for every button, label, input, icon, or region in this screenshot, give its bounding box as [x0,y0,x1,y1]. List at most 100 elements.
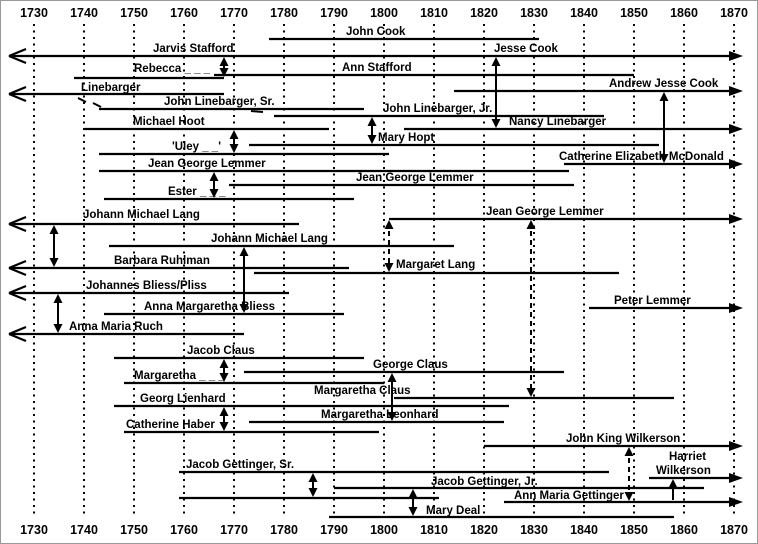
continues-before-arrow-linebarger [8,85,27,96]
continues-before-arrow-barbara-ruhlman [8,266,27,277]
axis-tick-top-1770: 1770 [220,6,248,20]
axis-tick-top-1840: 1840 [570,6,598,20]
continues-after-arrow-jesse-cook [729,51,743,61]
connector-johann-michael-lang-2--anna-margaretha-bliess-arrowhead-down [239,304,249,313]
person-label-barbara-ruhlman: Barbara Ruhlman [114,255,210,267]
person-label-jean-george-lemmer-2: Jean George Lemmer [356,172,474,184]
person-label-johannes-bliess-pliss: Johannes Bliess/Pliss [86,280,207,292]
axis-tick-bottom-1840: 1840 [570,523,598,537]
continues-after-arrow-nancy-linebarger [729,124,743,134]
connector-michael-hoot--uley-arrowhead-up [229,130,239,139]
person-label-linebarger: Linebarger [81,82,141,94]
person-label-georg-lienhard: Georg Lienhard [140,393,226,405]
connector-jesse-cook--nancy-linebarger-arrowhead-up [491,57,501,66]
axis-tick-bottom-1800: 1800 [370,523,398,537]
connector-jacob-claus--margaretha-arrowhead-up [219,359,229,368]
person-label-jacob-claus: Jacob Claus [187,345,255,357]
person-label-margaret-lang: Margaret Lang [396,259,475,271]
connector-georg-lienhard--catherine-haber-arrowhead-up [219,407,229,416]
continues-before-arrow-johann-michael-lang-1 [8,222,27,233]
connector-johannes-bliess-pliss--anna-maria-ruch-arrowhead-down [53,324,63,333]
connector-jacob-gettinger-sr--unnamed-spouse-gettinger-arrowhead-down [308,488,318,497]
connector-jean-george-lemmer-3--margaretha-claus-arrowhead-down [526,388,536,397]
continues-before-arrow-anna-maria-ruch [8,332,27,343]
person-label-margaretha-leonhard: Margaretha Leonhard [321,409,439,421]
person-label-uley: 'Uley _ _' [172,141,221,153]
person-label-jesse-cook: Jesse Cook [494,43,559,55]
connector-john-linebarger-jr--mary-hopt-arrowhead-down [367,135,377,144]
continues-after-arrow-jean-george-lemmer-3 [729,214,743,224]
connector-jarvis-stafford--rebecca-arrowhead-down [219,68,229,77]
person-label-jean-george-lemmer-1: Jean George Lemmer [148,158,266,170]
person-label-peter-lemmer: Peter Lemmer [614,295,691,307]
person-label-anna-maria-ruch: Anna Maria Ruch [69,321,163,333]
connector-jacob-gettinger-jr--mary-deal-arrowhead-up [408,489,418,498]
connector-michael-hoot--uley-arrowhead-down [229,144,239,153]
connector-jesse-cook--nancy-linebarger-arrowhead-down [491,119,501,128]
continues-before-arrow-johann-michael-lang-1 [8,215,27,226]
axis-tick-bottom-1730: 1730 [20,523,48,537]
connector-jean-george-lemmer-1--ester-arrowhead-up [209,172,219,181]
continues-before-arrow-johannes-bliess-pliss [8,291,27,302]
person-label-ann-maria-gettinger: Ann Maria Gettinger [514,490,624,502]
uncertain-dash-mark-2 [250,110,264,113]
axis-tick-top-1810: 1810 [420,6,448,20]
person-label-rebecca: Rebecca _ _ _ [134,63,211,75]
axis-tick-top-1790: 1790 [320,6,348,20]
uncertain-dash-mark-0 [77,97,87,103]
connector-jean-george-lemmer-3--margaret-lang-arrowhead-up [384,220,394,229]
person-label-ann-stafford: Ann Stafford [342,62,412,74]
connector-jean-george-lemmer-3--margaret-lang-arrowhead-down [384,263,394,272]
axis-tick-top-1870: 1870 [720,6,748,20]
continues-before-arrow-anna-maria-ruch [8,325,27,336]
person-label-john-linebarger-jr: John Linebarger, Jr. [383,103,492,115]
axis-tick-top-1730: 1730 [20,6,48,20]
axis-tick-bottom-1750: 1750 [120,523,148,537]
axis-tick-bottom-1820: 1820 [470,523,498,537]
person-label-jacob-gettinger-jr: Jacob Gettinger, Jr. [431,476,538,488]
person-label-anna-margaretha-bliess: Anna Margaretha Bliess [144,301,275,313]
person-label-catherine-haber: Catherine Haber [126,419,215,431]
continues-before-arrow-jarvis-stafford [8,54,27,65]
continues-after-arrow-harriet-wilkerson [729,473,743,483]
connector-george-claus--margaretha-leonhard-arrowhead-up [387,373,397,382]
axis-tick-top-1740: 1740 [70,6,98,20]
continues-after-arrow-ann-maria-gettinger [729,497,743,507]
axis-tick-bottom-1870: 1870 [720,523,748,537]
person-label-jean-george-lemmer-3: Jean George Lemmer [486,206,604,218]
person-label-johann-michael-lang-2: Johann Michael Lang [211,233,328,245]
axis-tick-bottom-1860: 1860 [670,523,698,537]
person-label-harriet-wilkerson-2: Wilkerson [656,465,711,477]
uncertain-dash-mark-1 [92,102,102,108]
person-label-jacob-gettinger-sr: Jacob Gettinger, Sr. [186,459,294,471]
person-label-mary-hopt: Mary Hopt [378,132,434,144]
continues-after-arrow-andrew-jesse-cook [729,86,743,96]
person-label-johann-michael-lang-1: Johann Michael Lang [83,209,200,221]
axis-tick-top-1830: 1830 [520,6,548,20]
person-label-george-claus: George Claus [373,359,448,371]
connector-johann-michael-lang-1--barbara-ruhlman-arrowhead-up [49,225,59,234]
connector-jean-george-lemmer-1--ester-arrowhead-down [209,189,219,198]
person-label-john-linebarger-sr: John Linebarger, Sr. [164,96,275,108]
axis-tick-bottom-1760: 1760 [170,523,198,537]
connector-jacob-claus--margaretha-arrowhead-down [219,373,229,382]
axis-tick-top-1800: 1800 [370,6,398,20]
connector-george-claus--margaretha-leonhard-arrowhead-down [387,412,397,421]
person-label-jarvis-stafford: Jarvis Stafford [153,43,234,55]
axis-tick-top-1820: 1820 [470,6,498,20]
connector-john-linebarger-jr--mary-hopt-arrowhead-up [367,117,377,126]
connector-georg-lienhard--catherine-haber-arrowhead-down [219,422,229,431]
connector-jacob-gettinger-sr--unnamed-spouse-gettinger-arrowhead-up [308,473,318,482]
connector-johann-michael-lang-2--anna-margaretha-bliess-arrowhead-up [239,247,249,256]
axis-tick-bottom-1770: 1770 [220,523,248,537]
person-label-margaretha: Margaretha _ _ _ [134,370,225,382]
connector-johann-michael-lang-1--barbara-ruhlman-arrowhead-down [49,258,59,267]
connector-johannes-bliess-pliss--anna-maria-ruch-arrowhead-up [53,294,63,303]
continues-before-arrow-jarvis-stafford [8,47,27,58]
connector-andrew-jesse-cook--catherine-elizabeth-mcdonald-arrowhead-up [659,92,669,101]
axis-tick-bottom-1790: 1790 [320,523,348,537]
continues-after-arrow-peter-lemmer [729,303,743,313]
continues-before-arrow-johannes-bliess-pliss [8,284,27,295]
